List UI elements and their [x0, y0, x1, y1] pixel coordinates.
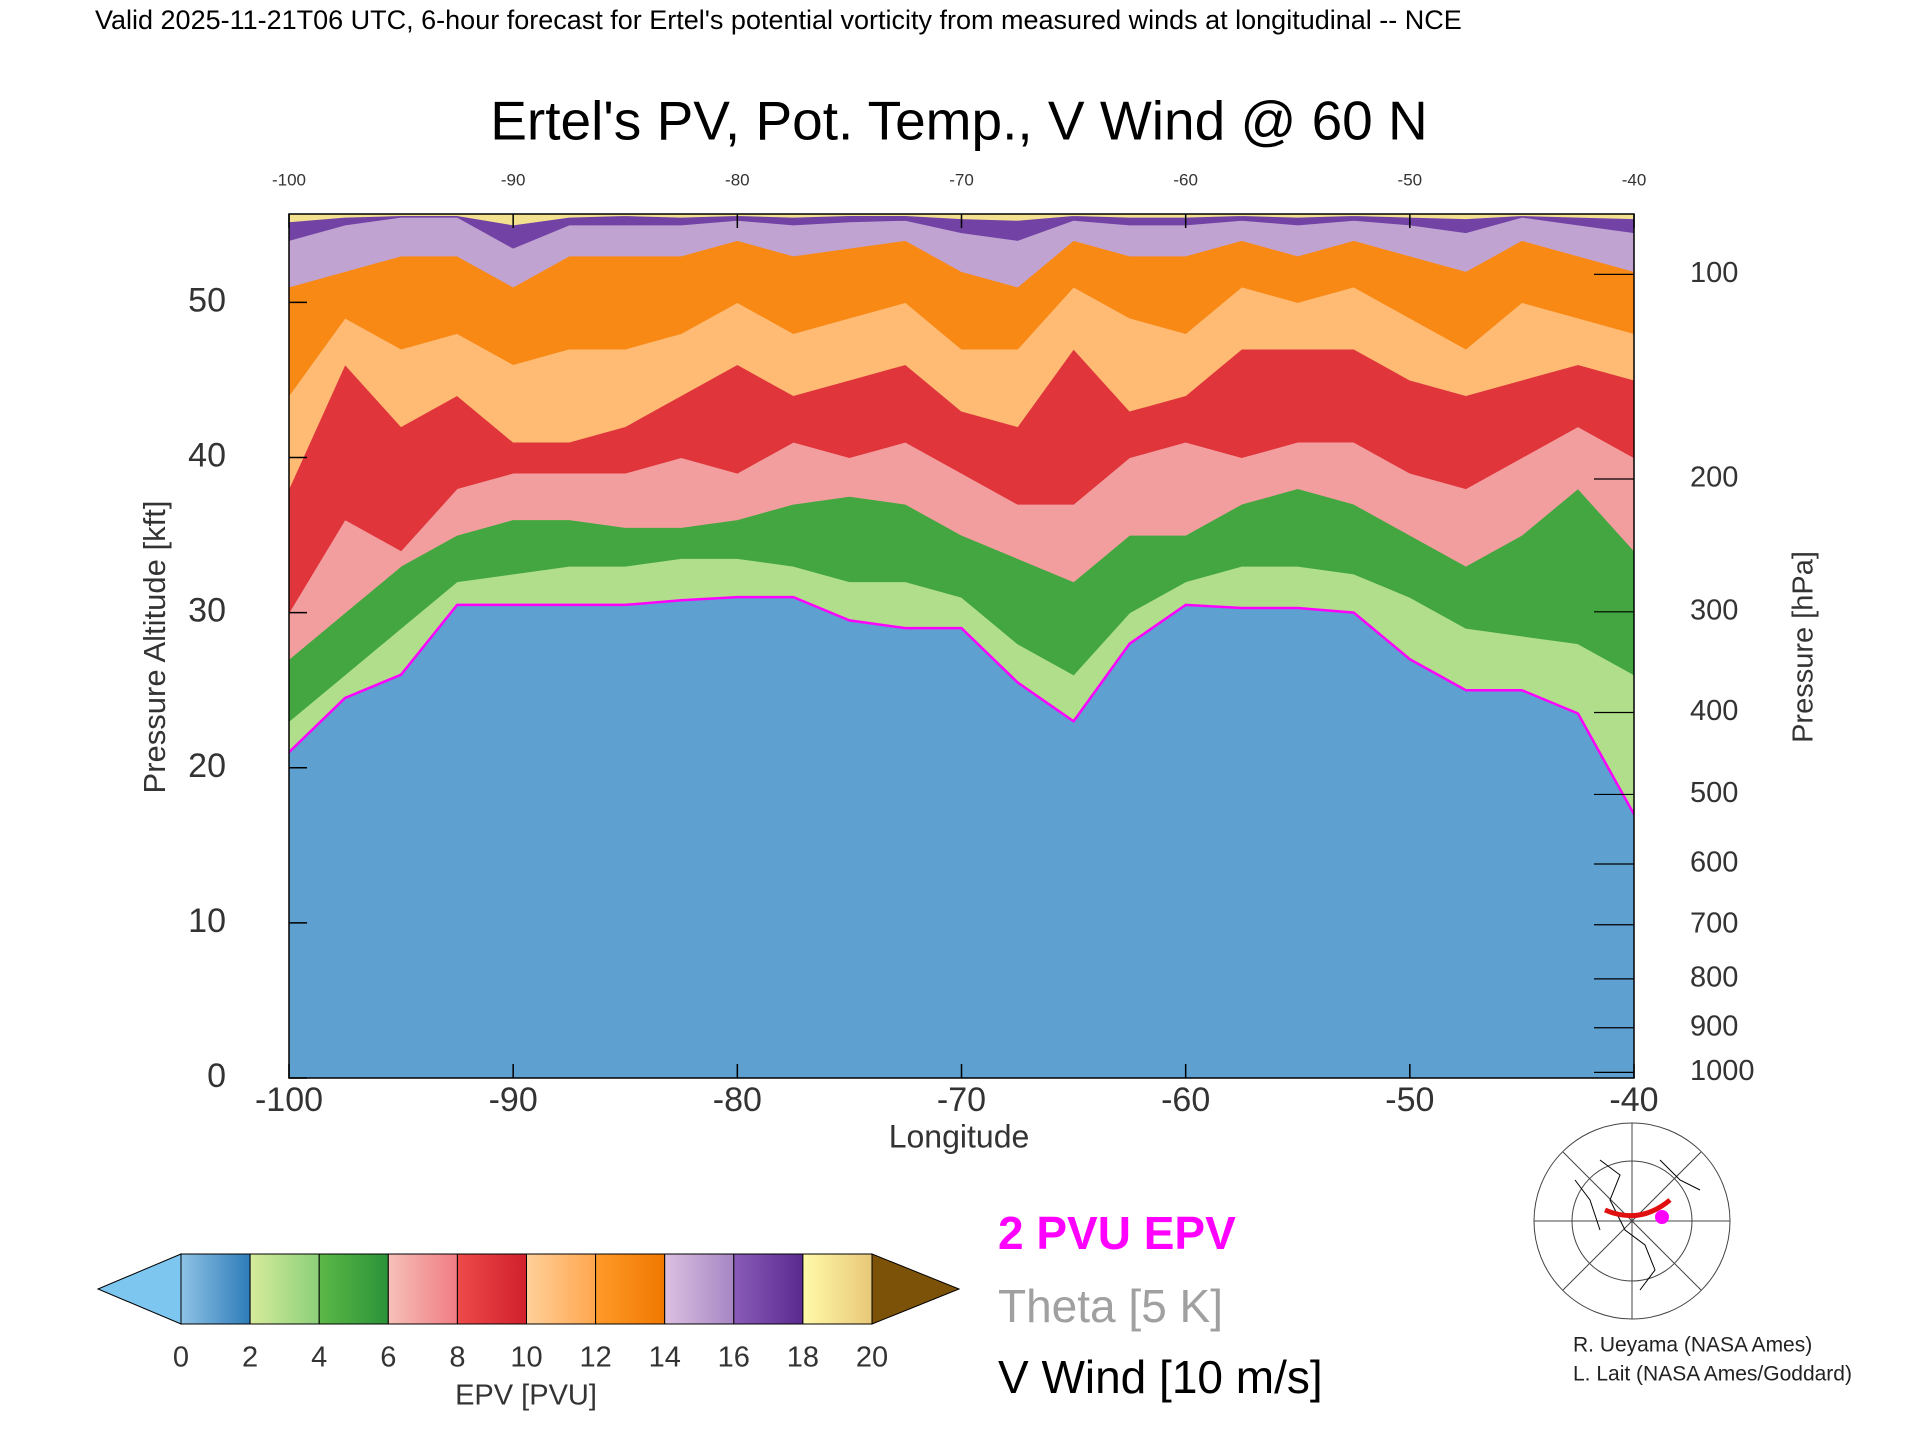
y2-tick-label: 400	[1690, 695, 1738, 727]
map-section	[1604, 1198, 1672, 1219]
x-tick-label: -40	[1609, 1081, 1658, 1119]
credit: R. Ueyama (NASA Ames)	[1573, 1334, 1812, 1357]
colorbar-tick-label: 2	[242, 1342, 258, 1374]
colorbar-bin	[733, 1253, 804, 1325]
legend-entry: Theta [5 K]	[998, 1280, 1223, 1332]
colorbar-tick-label: 12	[579, 1342, 611, 1374]
pv-band	[289, 214, 1634, 397]
header: Valid 2025-11-21T06 UTC, 6-hour forecast…	[95, 5, 1462, 35]
pv-band	[289, 214, 1634, 226]
y-tick-label: 20	[188, 747, 226, 785]
colorbar-under	[96, 1253, 182, 1325]
map-point	[1655, 1210, 1669, 1224]
map-coast	[1574, 1159, 1701, 1291]
y-tick-label: 30	[188, 592, 226, 630]
y-tick-label: 0	[207, 1057, 226, 1095]
colorbar-tick-label: 4	[311, 1342, 327, 1374]
y2-tick-label: 200	[1690, 462, 1738, 494]
colorbar-bin	[387, 1253, 458, 1325]
colorbar-bin	[249, 1253, 320, 1325]
colorbar-tick-label: 8	[449, 1342, 465, 1374]
pv-2-contour	[289, 595, 1634, 815]
y2-axis-label: Pressure [hPa]	[1788, 551, 1820, 743]
x-tick-label: -50	[1385, 1081, 1434, 1119]
x-tick-label: -70	[937, 1081, 986, 1119]
y2-tick-label: 900	[1690, 1010, 1738, 1042]
colorbar-tick-label: 6	[380, 1342, 396, 1374]
y2-tick-label: 500	[1690, 777, 1738, 809]
y2-tick-label: 700	[1690, 907, 1738, 939]
colorbar-tick-label: 18	[787, 1342, 819, 1374]
legend-entry: V Wind [10 m/s]	[998, 1351, 1323, 1403]
credit: L. Lait (NASA Ames/Goddard)	[1573, 1363, 1852, 1386]
x2-tick-label: -80	[725, 170, 750, 189]
y-axis-label: Pressure Altitude [kft]	[137, 501, 172, 794]
y-tick-label: 10	[188, 902, 226, 940]
colorbar-bin	[664, 1253, 735, 1325]
colorbar-bin	[802, 1253, 873, 1325]
pv-band	[289, 214, 1634, 288]
colorbar-tick-label: 10	[510, 1342, 542, 1374]
colorbar-tick-label: 0	[173, 1342, 189, 1374]
x-tick-label: -90	[489, 1081, 538, 1119]
colorbar-bin	[318, 1253, 389, 1325]
colorbar-label: EPV [PVU]	[455, 1380, 597, 1412]
colorbar-bin	[526, 1253, 597, 1325]
colorbar-over	[871, 1253, 961, 1325]
colorbar-bin	[456, 1253, 527, 1325]
x2-tick-label: -50	[1398, 170, 1423, 189]
x-tick-label: -60	[1161, 1081, 1210, 1119]
x2-tick-label: -90	[501, 170, 526, 189]
y2-tick-label: 600	[1690, 847, 1738, 879]
colorbar-bin	[595, 1253, 666, 1325]
colorbar-bin	[180, 1253, 251, 1325]
colorbar-tick-label: 20	[856, 1342, 888, 1374]
x2-tick-label: -60	[1173, 170, 1198, 189]
colorbar-tick-label: 14	[649, 1342, 681, 1374]
x-tick-label: -100	[255, 1081, 323, 1119]
x2-tick-label: -70	[949, 170, 974, 189]
x2-tick-label: -40	[1622, 170, 1647, 189]
y2-tick-label: 100	[1690, 257, 1738, 289]
legend-entry: 2 PVU EPV	[998, 1207, 1236, 1259]
map-meridian	[1562, 1151, 1702, 1291]
x2-tick-label: -100	[272, 170, 306, 189]
y2-tick-label: 300	[1690, 594, 1738, 626]
x-axis-label: Longitude	[889, 1118, 1030, 1154]
x-tick-label: -80	[713, 1081, 762, 1119]
y-tick-label: 50	[188, 281, 226, 319]
colorbar-tick-label: 16	[718, 1342, 750, 1374]
pv-band	[289, 214, 1634, 249]
inset-map	[1533, 1122, 1731, 1320]
field	[289, 214, 1634, 1078]
y-tick-label: 40	[188, 437, 226, 475]
y2-tick-label: 1000	[1690, 1055, 1755, 1087]
chart-title: Ertel's PV, Pot. Temp., V Wind @ 60 N	[490, 90, 1428, 152]
y2-tick-label: 800	[1690, 962, 1738, 994]
